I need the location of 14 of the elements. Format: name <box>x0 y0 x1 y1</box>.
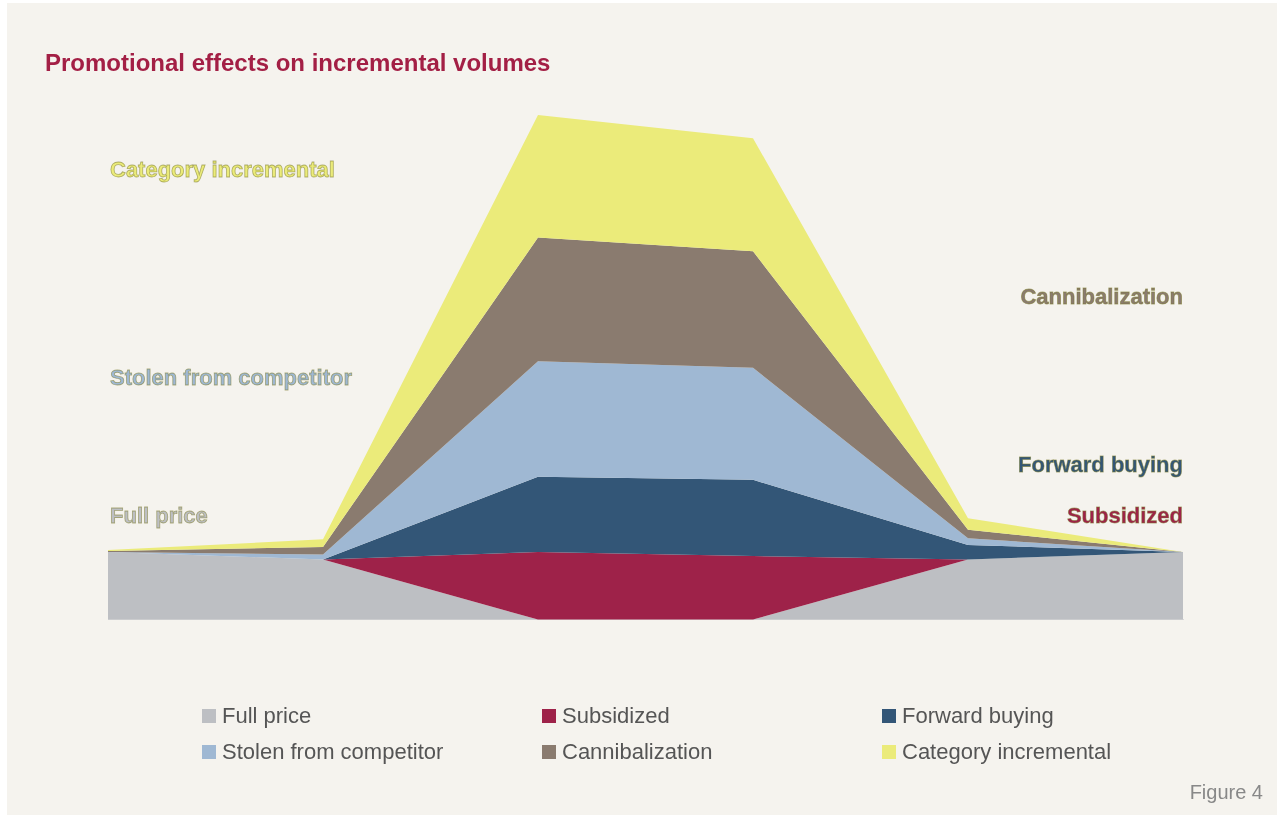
chart-title: Promotional effects on incremental volumes <box>45 49 551 77</box>
legend-label: Forward buying <box>902 703 1054 729</box>
text: Category incremental <box>110 157 335 183</box>
text: Cannibalization <box>1020 284 1183 310</box>
text: Full price <box>110 503 208 529</box>
legend-label: Cannibalization <box>562 739 713 765</box>
text: Forward buying <box>1018 452 1183 478</box>
legend-label: Category incremental <box>902 739 1112 765</box>
text: Stolen from competitor <box>110 365 353 391</box>
legend-label: Subsidized <box>562 703 670 729</box>
caption: Figure 4 <box>1189 781 1263 804</box>
text: Subsidized <box>1066 503 1183 529</box>
legend-label: Full price <box>222 703 312 729</box>
legend-label: Stolen from competitor <box>222 739 444 765</box>
